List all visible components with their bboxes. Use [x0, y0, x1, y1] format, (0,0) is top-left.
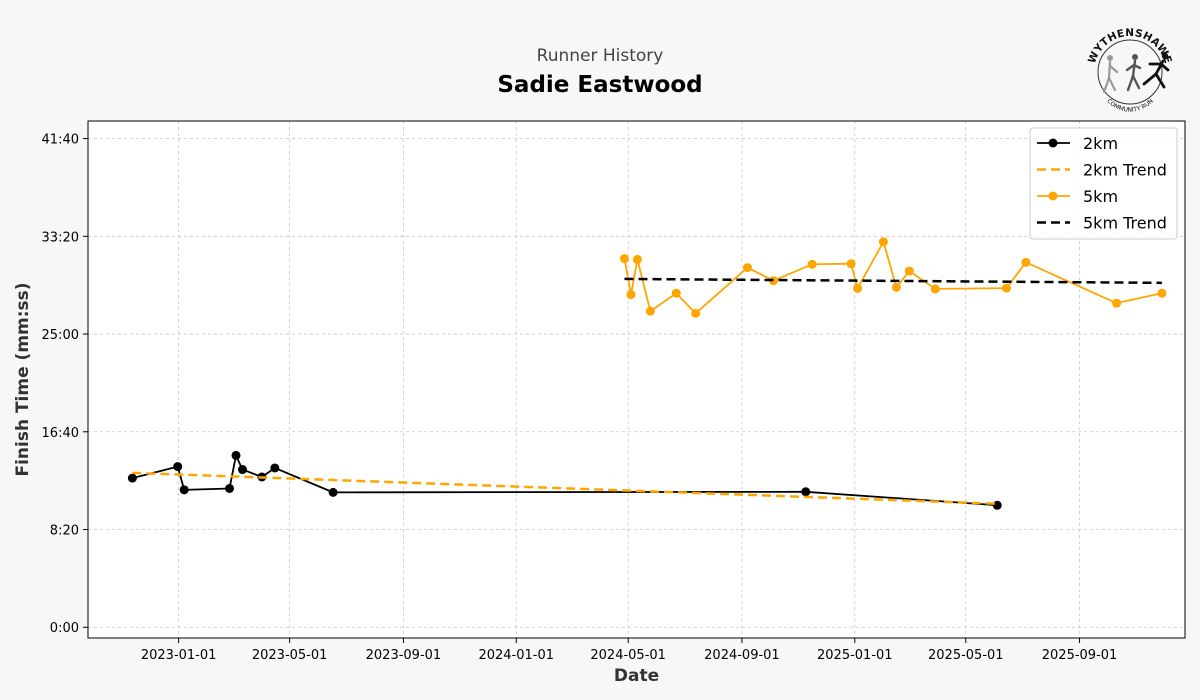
runner-icon-dark [1142, 52, 1170, 89]
2km-point [127, 473, 137, 483]
5km-point [853, 283, 863, 293]
x-axis: 2023-01-01 2023-05-01 2023-09-01 2024-01-01… [141, 638, 1117, 663]
5km-point [632, 254, 642, 264]
x-tick-label: 2025-09-01 [1042, 648, 1118, 663]
2km-point [801, 487, 811, 497]
y-tick-label: 8:20 [50, 524, 79, 539]
y-tick-label: 0:00 [50, 621, 79, 636]
x-tick-label: 2023-05-01 [252, 648, 328, 663]
5km-trend-line [624, 277, 1162, 285]
5km-point [930, 284, 940, 294]
x-tick-label: 2023-09-01 [366, 648, 442, 663]
5km-point [626, 290, 636, 300]
legend-swatch-marker [1048, 138, 1058, 148]
2km-point [270, 463, 280, 473]
y-tick-label: 16:40 [42, 426, 79, 441]
legend: 2km 2km Trend 5km 5km Trend [1029, 127, 1178, 240]
y-axis: 0:00 8:20 16:40 25:00 33:20 41:40 [42, 133, 88, 636]
2km-trend-line [132, 471, 998, 505]
y-tick-label: 33:20 [42, 230, 79, 245]
legend-label: 2km [1083, 134, 1118, 153]
2km-point [173, 462, 183, 472]
runner-icon-light [1102, 55, 1119, 94]
chart-title: Sadie Eastwood [497, 72, 703, 98]
legend-swatch-marker [1048, 191, 1058, 201]
x-axis-label: Date [614, 666, 659, 686]
y-tick-label: 25:00 [42, 328, 79, 343]
legend-label: 5km Trend [1083, 214, 1167, 233]
x-tick-label: 2025-01-01 [817, 648, 893, 663]
2km-point [231, 450, 241, 460]
5km-point [1157, 288, 1167, 298]
y-axis-label: Finish Time (mm:ss) [13, 282, 33, 476]
x-tick-label: 2024-09-01 [704, 648, 780, 663]
5km-point [1112, 298, 1122, 308]
chart-subtitle: Runner History [536, 46, 664, 66]
2km-point [237, 465, 247, 475]
2km-point [179, 485, 189, 495]
5km-point [891, 282, 901, 292]
legend-label: 5km [1083, 187, 1118, 206]
5km-point [691, 308, 701, 318]
5km-point [645, 306, 655, 316]
series-2km [127, 450, 1002, 510]
5km-point [1001, 283, 1011, 293]
5km-point [742, 263, 752, 273]
plot-area [88, 121, 1185, 638]
5km-point [619, 254, 629, 264]
2km-point [225, 483, 235, 493]
x-tick-label: 2024-05-01 [590, 648, 666, 663]
runner-icon-mid [1125, 54, 1142, 92]
y-tick-label: 41:40 [42, 133, 79, 148]
legend-label: 2km Trend [1083, 161, 1167, 180]
plot-frame [87, 120, 1186, 639]
5km-point [807, 259, 817, 269]
2km-point [992, 500, 1002, 510]
5km-point [878, 237, 888, 247]
5km-point [671, 288, 681, 298]
wythenshawe-community-run-logo: WYTHENSHAWE COMMUNITY RUN [1086, 27, 1174, 114]
5km-point [904, 266, 914, 276]
x-tick-label: 2023-01-01 [141, 648, 217, 663]
x-tick-label: 2025-05-01 [928, 648, 1004, 663]
5km-point [846, 259, 856, 269]
2km-point [328, 487, 338, 497]
x-tick-label: 2024-01-01 [478, 648, 554, 663]
5km-point [1021, 257, 1031, 267]
series-2km-trend [132, 471, 998, 505]
series-layer [127, 237, 1167, 510]
series-5km-trend [624, 277, 1162, 285]
legend-box [1029, 127, 1178, 240]
grid [88, 121, 1185, 638]
logo-ring [1097, 39, 1163, 105]
